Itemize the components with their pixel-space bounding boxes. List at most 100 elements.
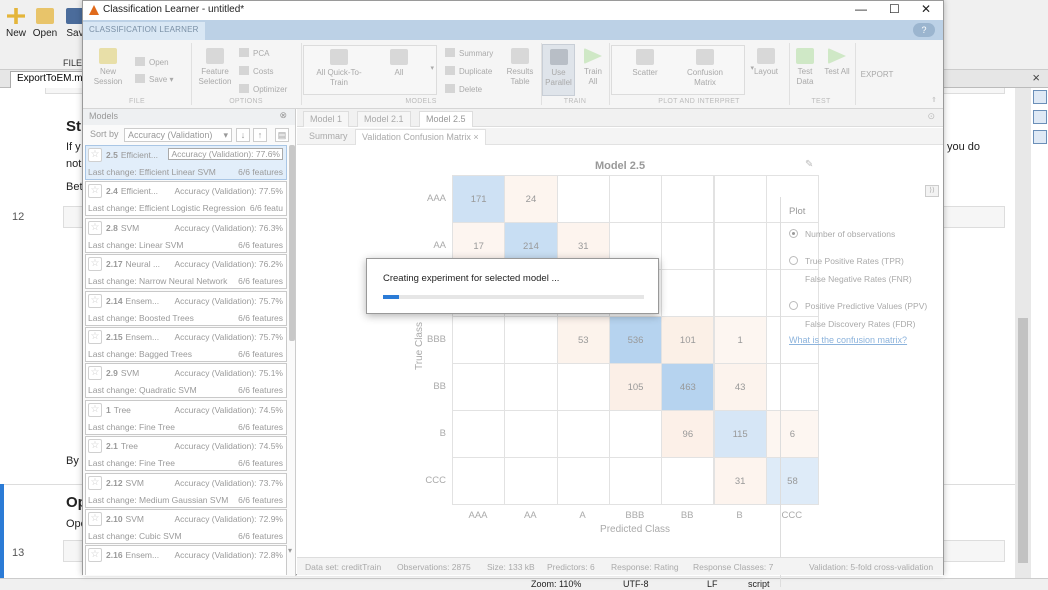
- star-icon[interactable]: ☆: [88, 402, 102, 417]
- section-heading: Op: [66, 494, 87, 511]
- model-list-item[interactable]: ☆ 2.17 Neural ... Accuracy (Validation): 76…: [85, 254, 287, 290]
- tab-model-1[interactable]: Model 1: [303, 111, 350, 127]
- model-list-item[interactable]: ☆ 2.1 Tree Accuracy (Validation): 74.5% Last…: [85, 436, 287, 472]
- use-parallel-toggle[interactable]: Use Parallel: [542, 44, 575, 96]
- pca-button[interactable]: PCA: [239, 48, 269, 59]
- feature-selection-button[interactable]: Feature Selection: [195, 48, 235, 87]
- matrix-cell: [504, 457, 558, 505]
- collapse-ribbon-icon[interactable]: ⇑: [931, 97, 937, 104]
- model-list-item[interactable]: ☆ 2.12 SVM Accuracy (Validation): 73.7% Last…: [85, 472, 287, 508]
- model-list-item[interactable]: ☆ 2.14 Ensem... Accuracy (Validation): 75.7…: [85, 290, 287, 326]
- star-icon[interactable]: ☆: [88, 366, 102, 381]
- side-panel-icon[interactable]: [1033, 110, 1047, 124]
- minimize-button[interactable]: —: [855, 2, 867, 16]
- model-list-item[interactable]: ☆ 2.4 Efficient... Accuracy (Validation): 7…: [85, 181, 287, 217]
- star-icon[interactable]: ☆: [88, 293, 102, 308]
- y-tick-label: BB: [433, 380, 446, 392]
- confusion-matrix-button[interactable]: Confusion Matrix: [678, 49, 732, 88]
- edit-icon[interactable]: ✎: [805, 159, 814, 170]
- collapse-panel-button[interactable]: ⟩⟩: [925, 185, 939, 197]
- model-list-item[interactable]: ☆ 2.8 SVM Accuracy (Validation): 76.3% Last …: [85, 217, 287, 253]
- side-panel-icon[interactable]: [1033, 130, 1047, 144]
- delete-button[interactable]: Delete: [445, 84, 482, 95]
- sort-ascending-button[interactable]: ↑: [253, 128, 267, 142]
- gallery-expand-icon[interactable]: ▾: [750, 65, 754, 72]
- new-button[interactable]: New: [3, 8, 29, 39]
- side-panel-icon[interactable]: [1033, 90, 1047, 104]
- play-icon: [828, 48, 846, 64]
- gallery-expand-icon[interactable]: ▾: [430, 65, 434, 72]
- scroll-down-icon[interactable]: ▾: [288, 546, 293, 555]
- export-button[interactable]: EXPORT: [860, 70, 894, 79]
- star-icon[interactable]: ☆: [88, 548, 102, 563]
- models-panel-header: Models ⊗: [83, 109, 295, 125]
- star-icon[interactable]: ☆: [88, 330, 102, 344]
- star-icon[interactable]: ☆: [88, 475, 102, 490]
- open-button[interactable]: Open: [32, 8, 58, 39]
- open-session-button[interactable]: Open: [135, 57, 169, 68]
- plot-option-radio[interactable]: [789, 229, 798, 238]
- results-table-button[interactable]: Results Table: [503, 48, 537, 87]
- star-icon[interactable]: ☆: [88, 257, 102, 272]
- star-icon[interactable]: ☆: [88, 439, 102, 454]
- summary-button[interactable]: Summary: [445, 48, 493, 59]
- tab-classification-learner[interactable]: CLASSIFICATION LEARNER: [83, 22, 205, 40]
- doc-text: you do: [947, 141, 981, 153]
- close-button[interactable]: ✕: [921, 2, 932, 16]
- document-scrollbar[interactable]: [1015, 88, 1031, 578]
- model-type: SVM: [125, 514, 144, 524]
- tab-model-2-1[interactable]: Model 2.1: [357, 111, 411, 127]
- plot-option-radio[interactable]: [789, 256, 798, 265]
- model-gallery[interactable]: All Quick-To-Train All ▾: [303, 45, 437, 95]
- save-button[interactable]: Sav: [62, 8, 88, 39]
- model-last-change: Last change: Bagged Trees: [88, 349, 192, 359]
- costs-button[interactable]: Costs: [239, 66, 273, 77]
- layout-button[interactable]: Layout: [751, 48, 781, 77]
- all-quick-to-train-button[interactable]: All Quick-To-Train: [308, 49, 370, 88]
- help-button[interactable]: ?: [913, 23, 935, 37]
- confusion-matrix-help-link[interactable]: What is the confusion matrix?: [789, 335, 908, 345]
- maximize-button[interactable]: ☐: [889, 2, 900, 16]
- matrix-cell: [452, 363, 506, 411]
- optimizer-button[interactable]: Optimizer: [239, 84, 287, 95]
- train-all-button[interactable]: Train All: [579, 48, 607, 87]
- save-session-button[interactable]: Save ▾: [135, 74, 173, 85]
- star-icon[interactable]: ☆: [88, 512, 102, 526]
- play-icon: [584, 48, 602, 64]
- sort-dropdown[interactable]: Accuracy (Validation) ▾: [124, 128, 232, 142]
- all-models-button[interactable]: All: [374, 49, 424, 78]
- tab-summary[interactable]: Summary: [309, 131, 348, 141]
- model-list-item[interactable]: ☆ 2.16 Ensem... Accuracy (Validation): 72.8…: [85, 545, 287, 575]
- plot-gallery[interactable]: Scatter Confusion Matrix ▾: [611, 45, 754, 95]
- plot-option-radio[interactable]: [789, 301, 798, 310]
- close-icon[interactable]: ⊗: [279, 110, 287, 120]
- x-tick-label: BBB: [625, 510, 645, 521]
- separator: [789, 43, 790, 105]
- tab-model-2-5[interactable]: Model 2.5: [419, 111, 473, 127]
- model-list-item[interactable]: ☆ 1 Tree Accuracy (Validation): 74.5% Last c…: [85, 399, 287, 435]
- models-scrollbar[interactable]: [289, 145, 295, 341]
- models-panel-title: Models: [89, 111, 119, 121]
- model-list-item[interactable]: ☆ 2.5 Efficient... Accuracy (Validation): 7…: [85, 145, 287, 180]
- duplicate-button[interactable]: Duplicate: [445, 66, 492, 77]
- test-data-button[interactable]: Test Data: [791, 48, 819, 87]
- star-icon[interactable]: ☆: [88, 220, 102, 235]
- new-session-button[interactable]: New Session: [91, 48, 125, 87]
- model-list-item[interactable]: ☆ 2.10 SVM Accuracy (Validation): 72.9% Last…: [85, 509, 287, 544]
- star-icon[interactable]: ☆: [88, 148, 102, 162]
- model-list-item[interactable]: ☆ 2.9 SVM Accuracy (Validation): 75.1% Last …: [85, 363, 287, 399]
- new-icon: [7, 8, 25, 24]
- trash-icon[interactable]: ▤: [275, 128, 289, 142]
- scatter-button[interactable]: Scatter: [620, 49, 670, 78]
- close-icon[interactable]: ×: [1032, 70, 1040, 85]
- sort-descending-button[interactable]: ↓: [236, 128, 250, 142]
- tab-validation-confusion-matrix[interactable]: Validation Confusion Matrix ×: [355, 129, 486, 145]
- settings-icon[interactable]: ⊙: [927, 111, 935, 121]
- model-type: SVM: [120, 222, 140, 233]
- x-tick-label: A: [579, 510, 586, 521]
- app-status-bar: Data set: creditTrain Observations: 2875…: [297, 557, 943, 575]
- scrollbar-thumb[interactable]: [1018, 318, 1028, 563]
- model-list-item[interactable]: ☆ 2.15 Ensem... Accuracy (Validation): 75.7…: [85, 327, 287, 362]
- star-icon[interactable]: ☆: [88, 184, 102, 199]
- test-all-button[interactable]: Test All: [823, 48, 851, 77]
